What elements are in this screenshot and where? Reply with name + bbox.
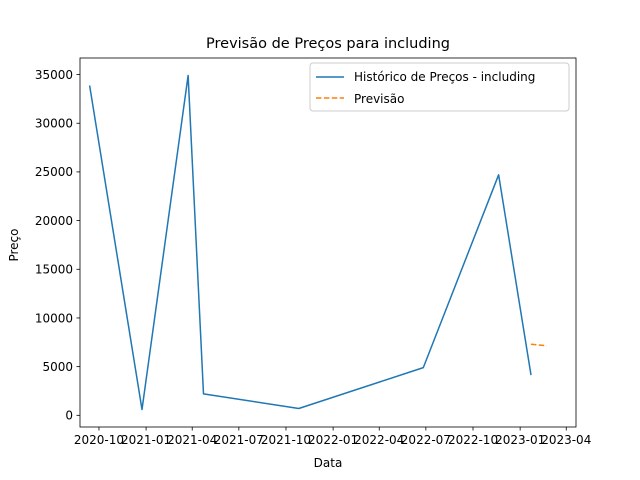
legend-label-previsao: Previsão: [354, 92, 404, 106]
plot-area: 2020-102021-012021-042021-072021-102022-…: [35, 57, 591, 447]
x-tick-label-3: 2021-07: [214, 433, 264, 447]
x-tick-label-4: 2021-10: [261, 433, 311, 447]
x-tick-label-2: 2021-04: [167, 433, 217, 447]
chart-title: Previsão de Preços para including: [206, 36, 450, 52]
x-tick-label-5: 2022-01: [308, 433, 358, 447]
x-tick-label-0: 2020-10: [74, 433, 124, 447]
legend-label-historico: Histórico de Preços - including: [354, 70, 535, 84]
y-tick-label-1: 5000: [42, 360, 73, 374]
x-tick-label-6: 2022-04: [354, 433, 404, 447]
y-tick-label-6: 30000: [35, 117, 73, 131]
x-tick-label-1: 2021-01: [121, 433, 171, 447]
x-tick-label-8: 2022-10: [448, 433, 498, 447]
y-tick-label-5: 25000: [35, 165, 73, 179]
y-tick-label-4: 20000: [35, 214, 73, 228]
y-tick-label-0: 0: [65, 409, 73, 423]
y-tick-label-3: 15000: [35, 263, 73, 277]
x-tick-label-10: 2023-04: [541, 433, 591, 447]
y-tick-label-7: 35000: [35, 68, 73, 82]
y-tick-label-2: 10000: [35, 311, 73, 325]
x-tick-label-7: 2022-07: [401, 433, 451, 447]
legend: Histórico de Preços - including Previsão: [309, 62, 570, 112]
x-axis-label: Data: [314, 456, 343, 470]
series-line-0: [88, 74, 532, 411]
axes-frame: [79, 57, 577, 428]
x-tick-label-9: 2023-01: [495, 433, 545, 447]
legend-box: [309, 62, 570, 112]
series-line-1: [530, 343, 547, 347]
y-axis-label: Preço: [7, 228, 21, 261]
